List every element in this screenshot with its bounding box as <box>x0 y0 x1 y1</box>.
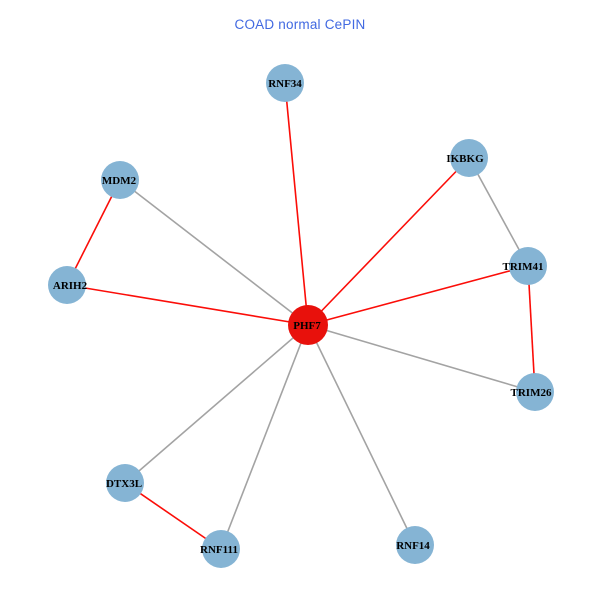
node-label-rnf34: RNF34 <box>268 78 302 90</box>
node-trim41[interactable]: TRIM41 <box>503 247 547 285</box>
node-mdm2[interactable]: MDM2 <box>101 161 139 199</box>
edge-ikbkg-trim41 <box>468 157 529 267</box>
node-label-rnf14: RNF14 <box>396 540 430 552</box>
node-circle-ikbkg[interactable] <box>450 139 488 177</box>
edge-mdm2-arih2 <box>66 179 121 286</box>
node-circle-phf7[interactable] <box>288 305 328 345</box>
node-circle-mdm2[interactable] <box>101 161 139 199</box>
node-phf7[interactable]: PHF7 <box>288 305 328 345</box>
node-circle-trim26[interactable] <box>516 373 554 411</box>
node-label-dtx3l: DTX3L <box>106 478 142 490</box>
node-label-trim41: TRIM41 <box>503 261 544 273</box>
edge-phf7-trim26 <box>307 324 536 393</box>
node-label-phf7: PHF7 <box>293 320 321 332</box>
edge-phf7-mdm2 <box>119 179 309 326</box>
edge-phf7-rnf14 <box>307 324 416 546</box>
edge-dtx3l-rnf111 <box>124 482 222 550</box>
edge-phf7-rnf111 <box>220 324 309 550</box>
node-circle-rnf34[interactable] <box>266 64 304 102</box>
node-circle-rnf14[interactable] <box>396 526 434 564</box>
edge-phf7-arih2 <box>66 284 309 326</box>
node-circle-rnf111[interactable] <box>202 530 240 568</box>
edge-phf7-trim41 <box>307 265 529 326</box>
node-layer: PHF7 RNF34 MDM2 ARIH2 IKBKG TRIM41 TRIM26 DTX3L… <box>48 64 554 568</box>
node-circle-dtx3l[interactable] <box>106 464 144 502</box>
node-dtx3l[interactable]: DTX3L <box>106 464 144 502</box>
node-label-mdm2: MDM2 <box>102 175 137 187</box>
node-arih2[interactable]: ARIH2 <box>48 266 88 304</box>
edge-phf7-ikbkg <box>307 157 470 326</box>
edge-layer <box>66 82 536 550</box>
edge-phf7-dtx3l <box>124 324 309 484</box>
node-label-trim26: TRIM26 <box>511 387 552 399</box>
node-label-arih2: ARIH2 <box>53 280 88 292</box>
node-rnf14[interactable]: RNF14 <box>396 526 434 564</box>
node-ikbkg[interactable]: IKBKG <box>446 139 488 177</box>
node-circle-trim41[interactable] <box>509 247 547 285</box>
node-circle-arih2[interactable] <box>48 266 86 304</box>
node-trim26[interactable]: TRIM26 <box>511 373 554 411</box>
node-rnf34[interactable]: RNF34 <box>266 64 304 102</box>
node-rnf111[interactable]: RNF111 <box>200 530 240 568</box>
edge-trim41-trim26 <box>527 265 536 393</box>
edge-phf7-rnf34 <box>284 82 309 326</box>
node-label-rnf111: RNF111 <box>200 544 238 556</box>
node-label-ikbkg: IKBKG <box>446 153 484 165</box>
chart-title: COAD normal CePIN <box>234 17 366 32</box>
